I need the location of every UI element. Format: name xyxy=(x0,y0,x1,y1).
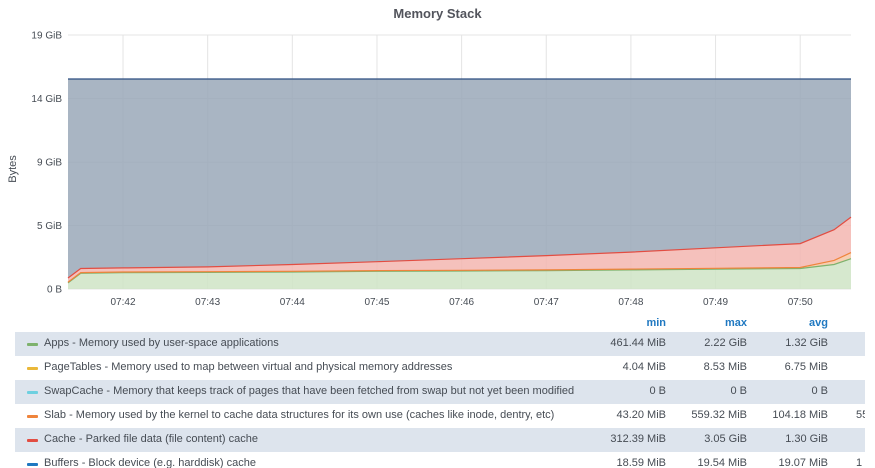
legend-series-name[interactable]: Buffers - Block device (e.g. harddisk) c… xyxy=(44,457,256,468)
legend-max-value: 8.53 MiB xyxy=(703,361,747,373)
chart-areas xyxy=(68,79,851,289)
y-axis: 0 B 5 GiB 9 GiB 14 GiB 19 GiB xyxy=(31,31,62,296)
legend-series-name[interactable]: SwapCache - Memory that keeps track of p… xyxy=(44,385,575,397)
x-tick-label: 07:42 xyxy=(111,297,136,308)
legend-row[interactable]: Slab - Memory used by the kernel to cach… xyxy=(15,404,865,428)
legend-avg-value: 104.18 MiB xyxy=(772,409,828,421)
legend-row[interactable]: PageTables - Memory used to map between … xyxy=(15,356,865,380)
y-axis-label: Bytes xyxy=(7,155,19,183)
legend-color-swatch[interactable] xyxy=(27,343,38,346)
legend-current-value: 1 xyxy=(856,457,863,468)
x-axis: 07:42 07:43 07:44 07:45 07:46 07:47 07:48 07:49… xyxy=(111,297,814,308)
legend-avg-value: 0 B xyxy=(811,385,828,397)
legend-avg-value: 1.32 GiB xyxy=(785,337,828,349)
legend-min-value: 4.04 MiB xyxy=(622,361,666,373)
legend-color-swatch[interactable] xyxy=(27,367,38,370)
legend-min-value: 43.20 MiB xyxy=(616,409,666,421)
legend-max-value: 559.32 MiB xyxy=(691,409,747,421)
panel-title: Memory Stack xyxy=(393,6,482,21)
y-tick-label: 19 GiB xyxy=(31,31,62,42)
series-line xyxy=(67,216,852,279)
legend-color-swatch[interactable] xyxy=(27,463,38,466)
legend-current-value: 55 xyxy=(856,409,865,421)
series-area xyxy=(68,79,851,278)
legend-max-value: 3.05 GiB xyxy=(704,433,747,445)
x-tick-label: 07:49 xyxy=(703,297,728,308)
legend-max-value: 19.54 MiB xyxy=(697,457,747,468)
series-area xyxy=(68,217,851,283)
x-tick-label: 07:45 xyxy=(364,297,389,308)
legend-header-max[interactable]: max xyxy=(724,317,747,329)
x-tick-label: 07:47 xyxy=(534,297,559,308)
legend-min-value: 0 B xyxy=(649,385,666,397)
legend-table: min max avg Apps - Memory used by user-s… xyxy=(15,312,865,468)
legend-header-avg[interactable]: avg xyxy=(809,317,828,329)
x-tick-label: 07:46 xyxy=(449,297,474,308)
legend-color-swatch[interactable] xyxy=(27,391,38,394)
y-tick-label: 9 GiB xyxy=(37,158,62,169)
legend-series-name[interactable]: PageTables - Memory used to map between … xyxy=(44,361,453,373)
y-tick-label: 0 B xyxy=(47,285,62,296)
series-line xyxy=(67,252,852,283)
x-tick-label: 07:44 xyxy=(280,297,305,308)
legend-max-value: 0 B xyxy=(730,385,747,397)
legend-min-value: 18.59 MiB xyxy=(616,457,666,468)
legend-min-value: 312.39 MiB xyxy=(610,433,666,445)
y-tick-label: 14 GiB xyxy=(31,94,62,105)
legend-series-name[interactable]: Slab - Memory used by the kernel to cach… xyxy=(44,409,555,421)
legend-avg-value: 6.75 MiB xyxy=(784,361,828,373)
chart-lines xyxy=(67,78,852,284)
x-tick-label: 07:48 xyxy=(618,297,643,308)
legend-color-swatch[interactable] xyxy=(27,439,38,442)
legend-series-name[interactable]: Cache - Parked file data (file content) … xyxy=(44,433,259,445)
legend-row[interactable]: SwapCache - Memory that keeps track of p… xyxy=(15,380,865,404)
x-tick-label: 07:50 xyxy=(788,297,813,308)
x-tick-label: 07:43 xyxy=(195,297,220,308)
legend-max-value: 2.22 GiB xyxy=(704,337,747,349)
legend-row[interactable]: Apps - Memory used by user-space applica… xyxy=(15,332,865,356)
legend-series-name[interactable]: Apps - Memory used by user-space applica… xyxy=(44,337,279,349)
legend-color-swatch[interactable] xyxy=(27,415,38,418)
legend-header: min max avg xyxy=(15,312,865,332)
legend-row[interactable]: Buffers - Block device (e.g. harddisk) c… xyxy=(15,452,865,468)
legend-avg-value: 1.30 GiB xyxy=(785,433,828,445)
legend-avg-value: 19.07 MiB xyxy=(778,457,828,468)
y-tick-label: 5 GiB xyxy=(37,221,62,232)
legend-min-value: 461.44 MiB xyxy=(610,337,666,349)
legend-header-min[interactable]: min xyxy=(646,317,666,329)
legend-row[interactable]: Cache - Parked file data (file content) … xyxy=(15,428,865,452)
series-area xyxy=(68,258,851,289)
